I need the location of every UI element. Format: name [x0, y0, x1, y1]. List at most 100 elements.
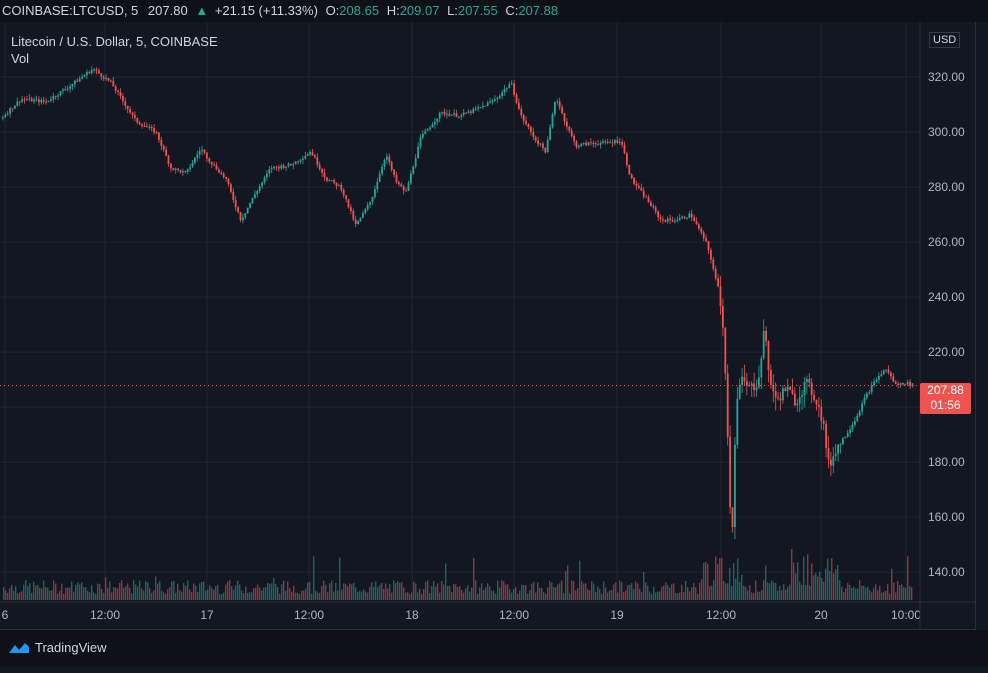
- candle-body: [282, 165, 285, 168]
- candle-body: [98, 70, 100, 74]
- candle-body: [405, 190, 407, 192]
- candle-body: [429, 127, 431, 130]
- candle-body: [54, 96, 57, 98]
- candle-body: [354, 219, 357, 225]
- volume-bar: [777, 590, 779, 600]
- candle-body: [645, 196, 647, 198]
- volume-bar: [423, 589, 425, 600]
- volume-bar: [153, 590, 155, 600]
- candle-body: [849, 429, 851, 434]
- candle-body: [268, 169, 271, 174]
- volume-bar: [797, 562, 799, 600]
- candle-body: [167, 155, 170, 164]
- candle-body: [304, 155, 307, 159]
- volume-bar: [325, 584, 327, 600]
- candle-body: [659, 217, 662, 220]
- price-chart[interactable]: 140.00160.00180.00200.00220.00240.00260.…: [0, 22, 976, 630]
- candle-body: [371, 196, 374, 203]
- volume-bar: [675, 592, 677, 600]
- candle-body: [414, 158, 417, 167]
- volume-bar: [39, 587, 41, 600]
- candle-body: [333, 180, 335, 183]
- volume-bar: [299, 593, 301, 600]
- candle-body: [688, 213, 691, 218]
- volume-bar: [131, 593, 133, 600]
- candle-body: [765, 331, 767, 342]
- volume-bar: [97, 583, 99, 600]
- volume-bar: [267, 583, 269, 600]
- candle-body: [681, 216, 683, 218]
- candle-body: [602, 141, 604, 143]
- y-tick-label: 280.00: [928, 180, 965, 194]
- volume-bar: [81, 582, 83, 600]
- volume-bar: [489, 586, 491, 600]
- volume-bar: [903, 587, 905, 600]
- volume-bar: [95, 593, 97, 600]
- candle-body: [443, 111, 446, 115]
- volume-bar: [223, 592, 225, 600]
- volume-bar: [745, 586, 747, 600]
- volume-bar: [667, 584, 669, 600]
- volume-bar: [119, 582, 121, 600]
- candle-body: [594, 143, 597, 145]
- volume-bar: [93, 592, 95, 600]
- chart-panel[interactable]: 140.00160.00180.00200.00220.00240.00260.…: [0, 22, 976, 630]
- volume-bar: [271, 583, 273, 600]
- candle-body: [369, 202, 371, 205]
- volume-bar: [893, 582, 895, 600]
- x-tick-label: 20: [814, 608, 828, 622]
- candle-body: [875, 379, 878, 382]
- candle-body: [191, 162, 194, 168]
- candle-body: [628, 164, 631, 175]
- volume-bar: [861, 585, 863, 600]
- candle-body: [712, 259, 715, 269]
- candle-body: [220, 172, 223, 174]
- candle-body: [153, 128, 155, 133]
- candle-body: [525, 120, 527, 125]
- volume-bar: [851, 588, 853, 600]
- candle-body: [23, 99, 26, 101]
- volume-bar: [513, 589, 515, 600]
- candle-body: [474, 108, 477, 110]
- volume-bar: [901, 584, 903, 600]
- tradingview-brand[interactable]: TradingView: [8, 640, 107, 655]
- volume-bar: [371, 582, 373, 600]
- volume-bar: [845, 588, 847, 600]
- candle-body: [71, 84, 74, 87]
- candle-body: [554, 102, 556, 115]
- volume-bar: [611, 589, 613, 600]
- volume-bar: [521, 584, 523, 600]
- volume-bar: [689, 591, 691, 600]
- volume-bar: [111, 592, 113, 600]
- x-tick-label: 12:00: [294, 608, 324, 622]
- volume-bar: [185, 585, 187, 600]
- volume-bar: [63, 593, 65, 600]
- candle-body: [57, 95, 59, 97]
- volume-bar: [409, 593, 411, 600]
- candle-body: [731, 507, 734, 528]
- volume-bar: [709, 586, 711, 600]
- volume-bar: [305, 588, 307, 600]
- volume-bar: [379, 585, 381, 600]
- volume-bar: [117, 588, 119, 600]
- candle-body: [172, 168, 175, 170]
- currency-label[interactable]: USD: [929, 32, 961, 48]
- symbol-name[interactable]: COINBASE:LTCUSD, 5: [2, 3, 139, 18]
- volume-bar: [99, 583, 101, 600]
- volume-bar: [653, 586, 655, 600]
- candle-body: [230, 184, 232, 192]
- candle-body: [496, 98, 499, 100]
- candle-body: [76, 80, 79, 82]
- volume-bar: [747, 590, 749, 600]
- candle-body: [683, 216, 686, 219]
- volume-bar: [783, 584, 785, 600]
- volume-bar: [551, 582, 553, 600]
- candle-body: [578, 145, 580, 148]
- high-label: H:: [386, 3, 400, 18]
- candle-body: [674, 220, 676, 222]
- candle-body: [755, 387, 758, 391]
- candle-body: [74, 80, 76, 85]
- volume-bar: [429, 593, 431, 600]
- volume-bar: [645, 582, 647, 600]
- candle-body: [458, 116, 460, 118]
